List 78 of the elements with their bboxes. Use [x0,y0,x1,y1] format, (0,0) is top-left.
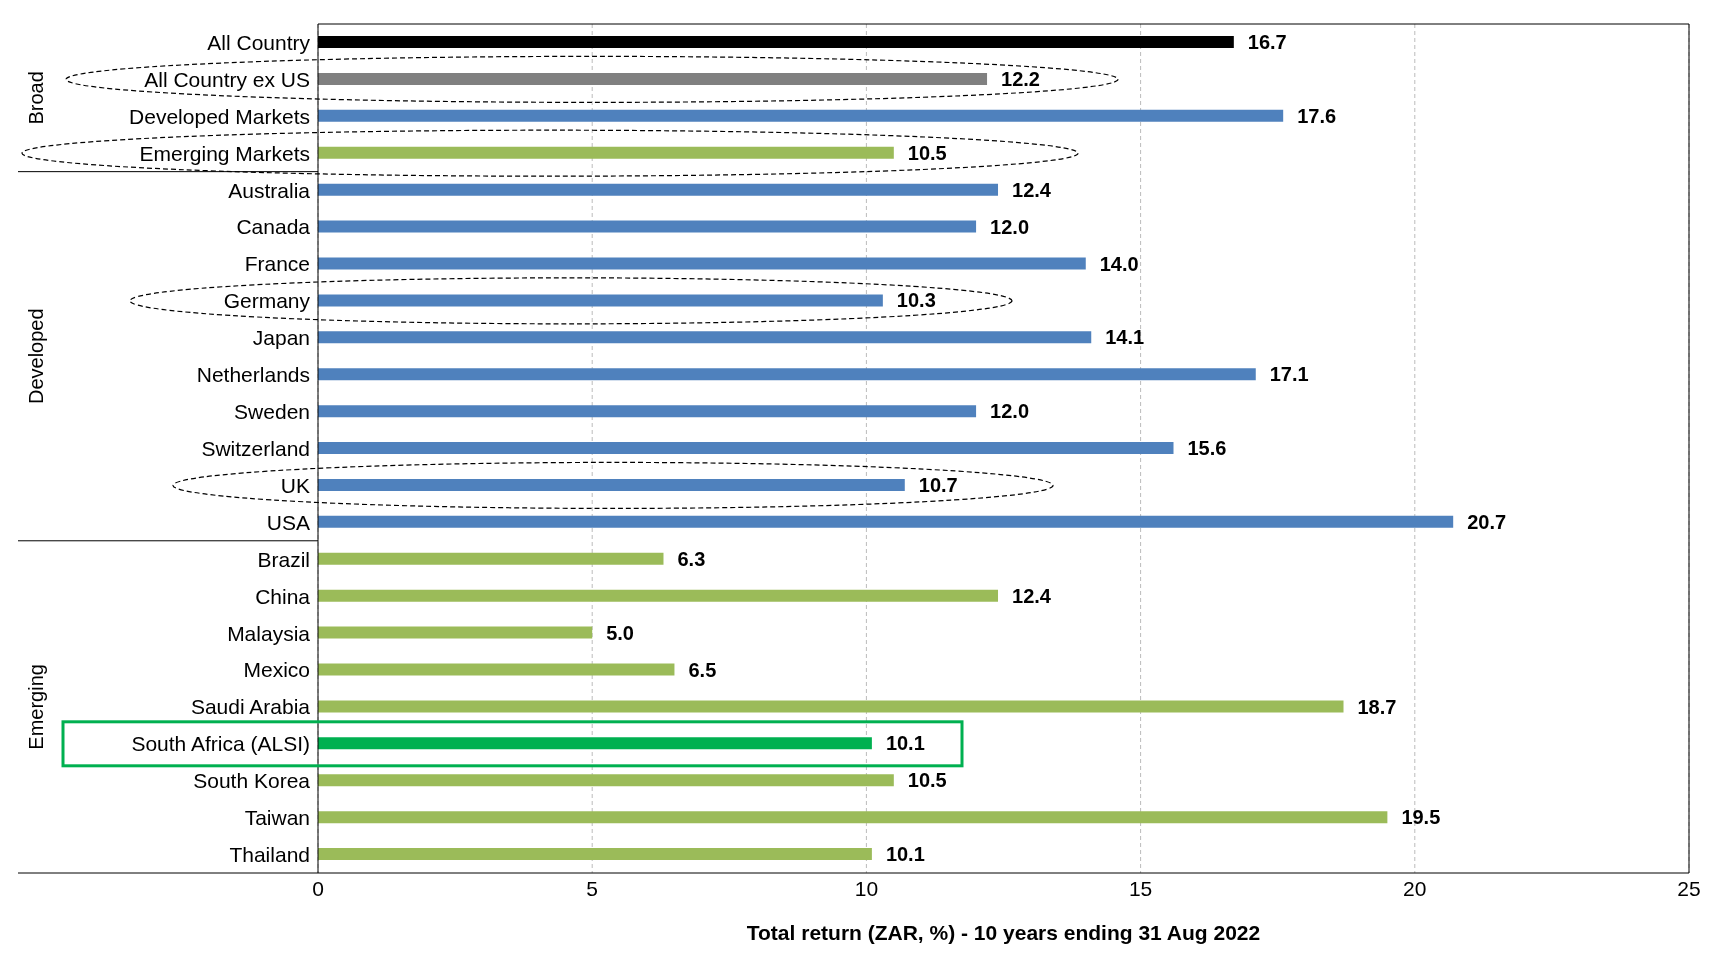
y-tick-label: All Country [207,30,311,54]
data-label: 18.7 [1357,695,1397,718]
bar [318,72,988,85]
data-label: 17.1 [1269,363,1309,386]
y-tick-label: Saudi Arabia [190,695,311,719]
y-tick-label: Canada [236,215,311,239]
bar [318,109,1284,122]
data-label: 12.0 [990,400,1030,423]
bar [318,146,894,159]
bar [318,442,1174,455]
x-axis-title: Total return (ZAR, %) - 10 years ending 31 Aug 2022 [746,921,1261,944]
y-tick-label: South Korea [193,769,311,793]
y-tick-label: Thailand [229,843,310,866]
bar [318,257,1086,270]
bar [318,405,977,418]
data-label: 5.0 [606,621,635,644]
data-label: 16.7 [1247,31,1287,54]
x-tick-label: 20 [1403,876,1427,900]
bar [318,811,1388,824]
y-tick-label: Germany [223,289,311,313]
bar [318,331,1092,344]
bar [318,478,905,491]
data-label: 12.0 [990,215,1030,238]
x-tick-label: 10 [854,876,879,900]
data-label: 10.1 [885,732,925,755]
data-label: 12.4 [1012,584,1052,607]
y-tick-label: Brazil [257,547,310,571]
data-label: 12.2 [1001,68,1040,91]
bar [318,183,999,196]
y-tick-label: USA [266,510,310,534]
y-tick-label: Australia [228,178,311,202]
x-tick-label: 15 [1128,876,1153,900]
y-tick-label: Taiwan [244,806,310,830]
y-tick-label: Mexico [243,658,310,682]
bar [318,700,1344,713]
bar [318,515,1454,528]
data-label: 10.3 [896,289,936,312]
data-label: 6.3 [677,547,706,570]
y-tick-label: Sweden [234,400,310,424]
bar [318,589,999,602]
y-tick-label: All Country ex US [144,67,310,91]
bar [318,848,872,861]
data-label: 12.4 [1012,178,1052,201]
y-tick-label: Developed Markets [129,104,310,128]
bar [318,737,872,750]
bar [318,294,883,307]
x-tick-label: 25 [1677,876,1701,900]
y-tick-label: Emerging Markets [139,141,310,165]
bar [318,663,675,676]
bar [318,220,977,233]
data-label: 10.7 [918,474,958,497]
y-tick-label: Malaysia [227,621,311,645]
data-label: 10.5 [907,141,947,164]
text: Emerging [25,664,48,750]
data-label: 14.1 [1105,326,1145,349]
y-tick-label: Switzerland [201,436,310,460]
y-tick-label: UK [280,473,310,497]
bar [318,368,1256,381]
y-tick-label: South Africa (ALSI) [131,732,310,756]
text: Developed [25,308,48,405]
x-tick-label: 5 [586,876,599,900]
y-tick-label: Netherlands [196,363,310,387]
y-tick-label: France [244,252,310,276]
bar [318,552,664,565]
data-label: 10.1 [885,843,925,866]
data-label: 14.0 [1099,252,1139,275]
bar [318,626,593,639]
data-label: 15.6 [1187,437,1227,460]
data-label: 10.5 [907,769,947,792]
text: Broad [25,71,48,125]
y-tick-label: China [255,584,311,608]
x-tick-label: 0 [312,876,324,900]
data-label: 19.5 [1401,806,1441,829]
data-label: 6.5 [688,658,717,681]
data-label: 20.7 [1467,510,1507,533]
data-label: 17.6 [1297,104,1337,127]
bar [318,774,894,787]
y-tick-label: Japan [252,326,310,350]
